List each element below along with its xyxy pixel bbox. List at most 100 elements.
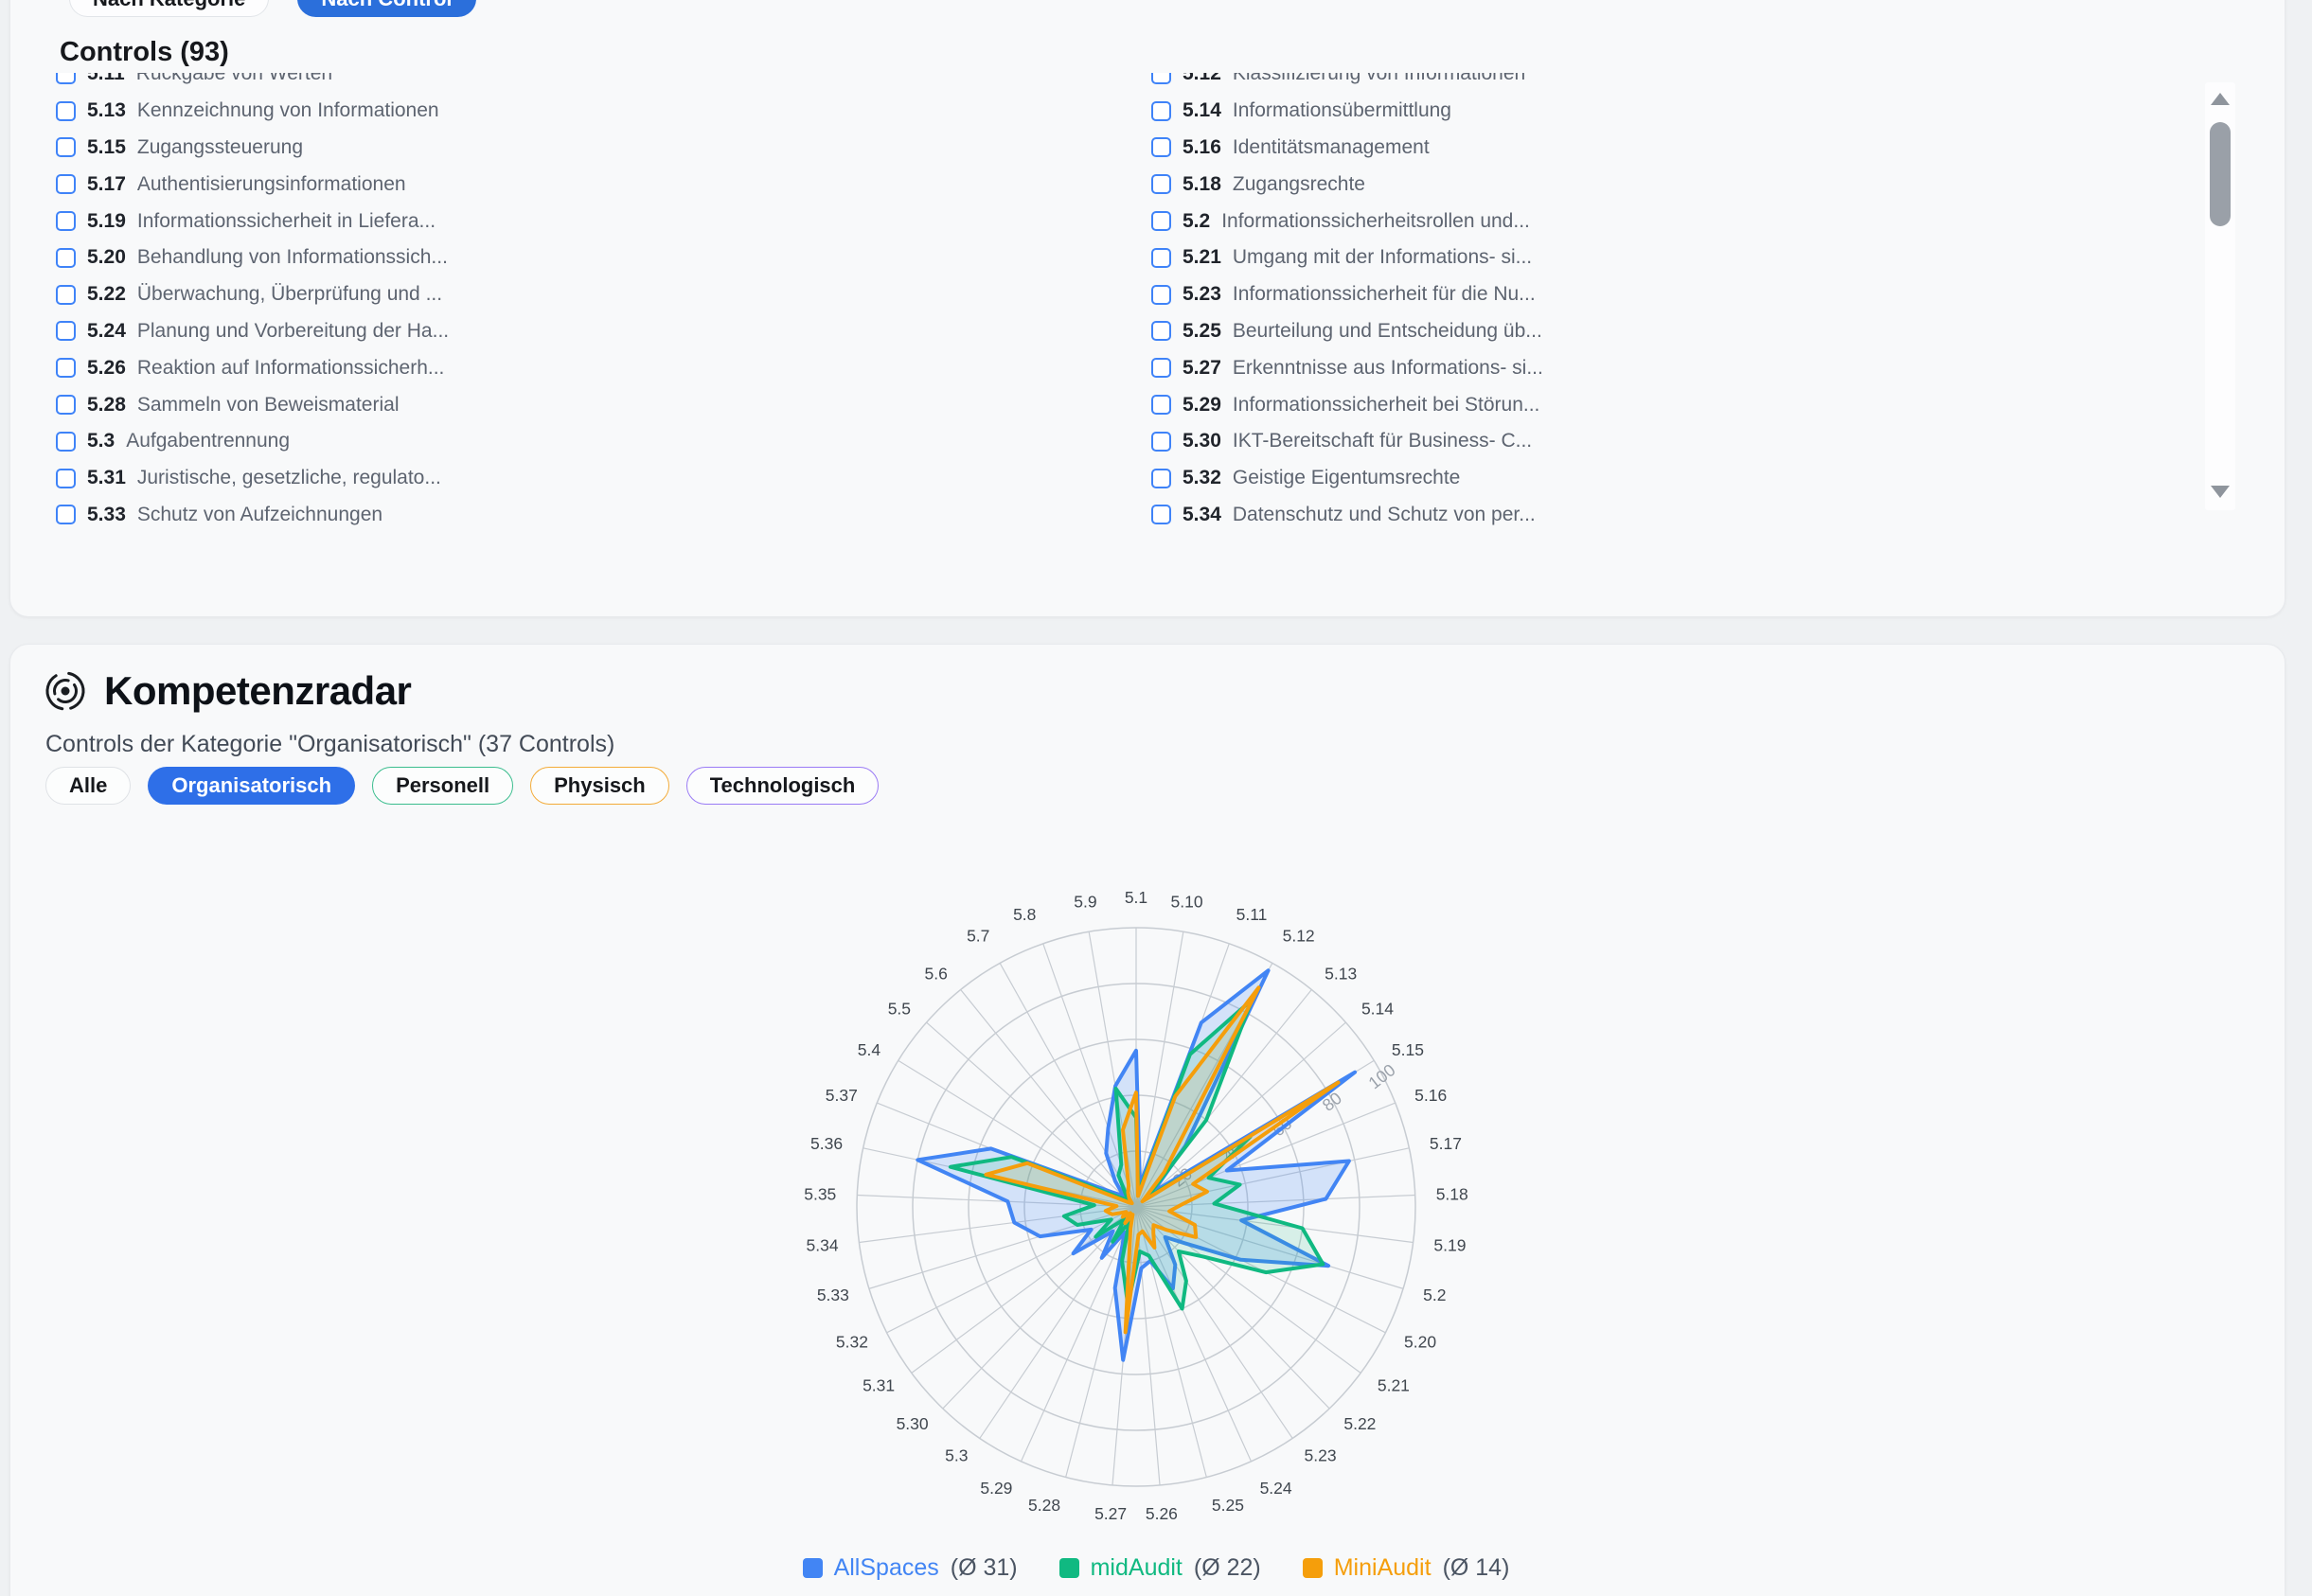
- checkbox[interactable]: [1151, 284, 1171, 305]
- control-row[interactable]: 5.19 Informationssicherheit in Liefera...: [56, 203, 1078, 239]
- control-number: 5.17: [87, 172, 126, 195]
- nach-kategorie-button[interactable]: Nach Kategorie: [69, 0, 270, 17]
- svg-text:5.24: 5.24: [1260, 1479, 1292, 1498]
- checkbox[interactable]: [1151, 468, 1171, 488]
- svg-text:5.32: 5.32: [836, 1333, 868, 1352]
- checkbox[interactable]: [1151, 100, 1171, 121]
- control-row[interactable]: 5.33 Schutz von Aufzeichnungen: [56, 497, 1078, 534]
- control-label: Umgang mit der Informations- si...: [1232, 246, 1533, 269]
- checkbox[interactable]: [56, 137, 76, 158]
- control-row[interactable]: 5.13 Kennzeichnung von Informationen: [56, 93, 1078, 130]
- checkbox[interactable]: [56, 505, 76, 525]
- control-number: 5.20: [87, 246, 126, 269]
- control-row[interactable]: 5.16 Identitätsmanagement: [1151, 130, 2174, 167]
- control-row[interactable]: 5.25 Beurteilung und Entscheidung üb...: [1151, 313, 2174, 350]
- checkbox[interactable]: [56, 468, 76, 488]
- control-number: 5.21: [1183, 246, 1221, 269]
- checkbox[interactable]: [1151, 358, 1171, 379]
- control-row[interactable]: 5.3 Aufgabentrennung: [56, 423, 1078, 460]
- control-row[interactable]: 5.22 Überwachung, Überprüfung und ...: [56, 276, 1078, 313]
- control-row[interactable]: 5.31 Juristische, gesetzliche, regulato..…: [56, 460, 1078, 497]
- control-row[interactable]: 5.18 Zugangsrechte: [1151, 166, 2174, 203]
- scrollbar-down-arrow-icon[interactable]: [2211, 486, 2230, 498]
- checkbox[interactable]: [1151, 73, 1171, 84]
- legend-series-average: (Ø 14): [1442, 1554, 1510, 1581]
- control-label: Geistige Eigentumsrechte: [1232, 467, 1461, 489]
- filter-pill-alle[interactable]: Alle: [45, 767, 132, 805]
- control-label: Zugangsrechte: [1232, 172, 1365, 195]
- filter-pill-physisch[interactable]: Physisch: [530, 767, 669, 805]
- control-label: Informationssicherheit bei Störun...: [1232, 393, 1540, 416]
- svg-text:5.25: 5.25: [1212, 1496, 1244, 1515]
- svg-text:5.34: 5.34: [807, 1235, 839, 1254]
- control-number: 5.32: [1183, 467, 1221, 489]
- checkbox[interactable]: [56, 321, 76, 342]
- checkbox[interactable]: [1151, 137, 1171, 158]
- control-row[interactable]: 5.27 Erkenntnisse aus Informations- si...: [1151, 349, 2174, 386]
- scrollbar-up-arrow-icon[interactable]: [2211, 93, 2230, 105]
- checkbox[interactable]: [56, 395, 76, 416]
- legend-item-MiniAudit[interactable]: MiniAudit (Ø 14): [1302, 1554, 1510, 1582]
- svg-text:5.22: 5.22: [1343, 1414, 1376, 1433]
- control-number: 5.13: [87, 99, 126, 122]
- checkbox[interactable]: [56, 358, 76, 379]
- control-row[interactable]: 5.23 Informationssicherheit für die Nu...: [1151, 276, 2174, 313]
- control-row[interactable]: 5.26 Reaktion auf Informationssicherh...: [56, 349, 1078, 386]
- scrollbar-thumb[interactable]: [2210, 122, 2231, 226]
- checkbox[interactable]: [1151, 505, 1171, 525]
- checkbox[interactable]: [56, 174, 76, 195]
- control-row[interactable]: 5.21 Umgang mit der Informations- si...: [1151, 239, 2174, 276]
- svg-text:5.12: 5.12: [1283, 926, 1315, 945]
- filter-pill-technologisch[interactable]: Technologisch: [685, 767, 880, 805]
- checkbox[interactable]: [1151, 211, 1171, 232]
- chart-legend: AllSpaces (Ø 31) midAudit (Ø 22) MiniAudit (Ø…: [0, 1554, 2312, 1582]
- checkbox[interactable]: [56, 431, 76, 452]
- control-row[interactable]: 5.30 IKT-Bereitschaft für Business- C...: [1151, 423, 2174, 460]
- checkbox[interactable]: [1151, 395, 1171, 416]
- legend-item-midAudit[interactable]: midAudit (Ø 22): [1058, 1554, 1261, 1582]
- control-label: Informationsübermittlung: [1232, 99, 1451, 122]
- svg-text:5.11: 5.11: [1236, 905, 1268, 924]
- checkbox[interactable]: [1151, 174, 1171, 195]
- control-number: 5.14: [1183, 99, 1221, 122]
- radar-subtitle: Controls der Kategorie "Organisatorisch"…: [45, 731, 615, 757]
- control-row[interactable]: 5.28 Sammeln von Beweismaterial: [56, 386, 1078, 423]
- radar-section-title: Kompetenzradar: [104, 668, 412, 713]
- legend-swatch: [1302, 1558, 1323, 1578]
- control-row[interactable]: 5.17 Authentisierungsinformationen: [56, 166, 1078, 203]
- radar-chart: 5.1 5.10 5.11 5.12 5.135.14 5.15 5.16 5.17 5.18 5…: [804, 888, 1468, 1523]
- control-row[interactable]: 5.2 Informationssicherheitsrollen und...: [1151, 203, 2174, 239]
- control-row[interactable]: 5.24 Planung und Vorbereitung der Ha...: [56, 313, 1078, 350]
- checkbox[interactable]: [56, 100, 76, 121]
- checkbox[interactable]: [1151, 431, 1171, 452]
- checkbox[interactable]: [1151, 247, 1171, 268]
- nach-control-button[interactable]: Nach Control: [297, 0, 476, 17]
- control-row[interactable]: 5.12 Klassifizierung von Informationen: [1151, 73, 2174, 93]
- checkbox[interactable]: [56, 284, 76, 305]
- control-label: Informationssicherheit in Liefera...: [136, 209, 436, 232]
- control-row[interactable]: 5.34 Datenschutz und Schutz von per...: [1151, 497, 2174, 534]
- legend-item-AllSpaces[interactable]: AllSpaces (Ø 31): [802, 1554, 1018, 1582]
- control-number: 5.16: [1183, 135, 1221, 158]
- control-label: Rückgabe von Werten: [135, 73, 333, 85]
- controls-heading: Controls (93): [60, 37, 229, 67]
- control-row[interactable]: 5.32 Geistige Eigentumsrechte: [1151, 460, 2174, 497]
- svg-text:5.13: 5.13: [1325, 964, 1357, 983]
- control-number: 5.19: [87, 209, 126, 232]
- checkbox[interactable]: [1151, 321, 1171, 342]
- control-row[interactable]: 5.20 Behandlung von Informationssich...: [56, 239, 1078, 276]
- filter-pill-organisatorisch[interactable]: Organisatorisch: [148, 767, 356, 805]
- control-row[interactable]: 5.11 Rückgabe von Werten: [56, 73, 1078, 93]
- filter-pill-personell[interactable]: Personell: [372, 767, 514, 805]
- control-number: 5.26: [87, 356, 126, 379]
- svg-text:5.1: 5.1: [1125, 888, 1147, 907]
- control-row[interactable]: 5.15 Zugangssteuerung: [56, 130, 1078, 167]
- control-number: 5.23: [1183, 283, 1221, 306]
- control-row[interactable]: 5.29 Informationssicherheit bei Störun...: [1151, 386, 2174, 423]
- checkbox[interactable]: [56, 247, 76, 268]
- control-row[interactable]: 5.14 Informationsübermittlung: [1151, 93, 2174, 130]
- control-number: 5.2: [1183, 209, 1211, 232]
- checkbox[interactable]: [56, 211, 76, 232]
- checkbox[interactable]: [56, 73, 76, 84]
- control-label: Informationssicherheit für die Nu...: [1232, 283, 1536, 306]
